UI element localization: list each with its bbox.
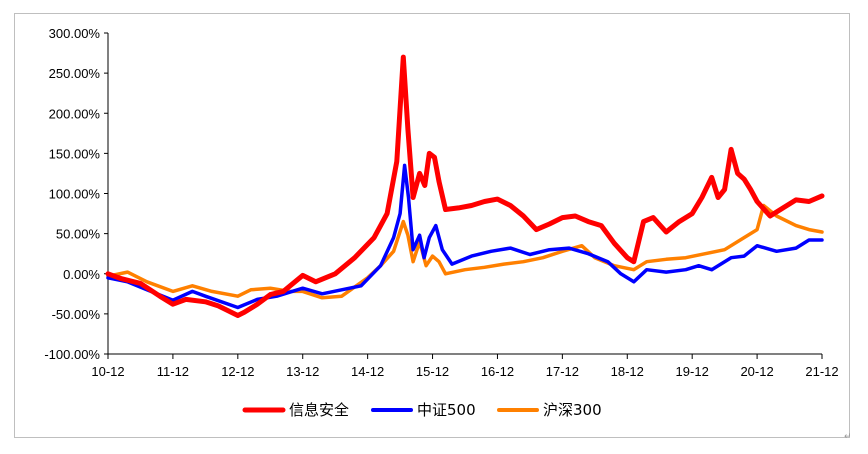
x-tick-label: 15-12 [416,364,449,379]
x-tick-label: 11-12 [157,364,189,379]
x-tick-label: 18-12 [611,364,644,379]
x-tick-label: 13-12 [286,364,319,379]
y-tick-label: 250.00% [49,66,101,81]
legend-label: 信息安全 [289,401,349,419]
x-tick-label: 10-12 [91,364,124,379]
y-tick-label: 150.00% [49,146,101,161]
legend-label: 中证500 [417,401,476,419]
x-tick-label: 20-12 [740,364,773,379]
y-tick-label: -50.00% [52,307,101,322]
corner-mark: ↵ [844,432,852,442]
x-tick-label: 16-12 [481,364,514,379]
x-tick-label: 17-12 [546,364,579,379]
x-tick-label: 14-12 [351,364,384,379]
x-tick-label: 21-12 [805,364,838,379]
y-tick-label: 50.00% [56,227,101,242]
x-tick-label: 19-12 [676,364,709,379]
legend: 信息安全 中证500 沪深300 [242,401,602,419]
y-tick-label: -100.00% [44,347,100,362]
y-tick-label: 100.00% [49,187,101,202]
series-line-2 [106,203,824,300]
series-line-0 [105,54,825,318]
chart-frame [14,13,850,438]
series-layer [105,54,825,318]
x-tick-label: 12-12 [221,364,254,379]
axes: 300.00% 250.00% 200.00% 150.00% 100.00% 50.00… [44,26,838,379]
y-tick-label: 300.00% [49,26,101,41]
y-tick-label: 200.00% [49,106,101,121]
legend-label: 沪深300 [543,401,602,419]
y-tick-label: 0.00% [63,267,100,282]
